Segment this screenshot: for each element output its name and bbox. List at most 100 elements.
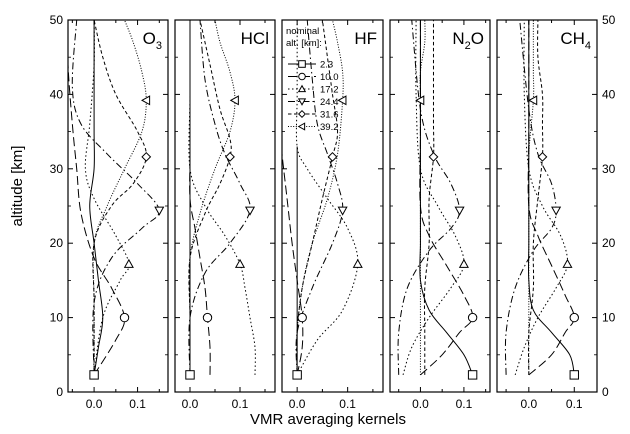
- marker-39.2: [141, 95, 151, 106]
- marker-31.6: [537, 151, 548, 162]
- panel-series: [188, 20, 256, 375]
- series-line-17.2: [514, 20, 569, 376]
- panel-frame: [496, 19, 598, 393]
- y-tick-label-right: 20: [602, 236, 616, 250]
- marker-39.2: [528, 95, 538, 106]
- marker-24.4: [154, 206, 165, 216]
- y-tick-label-left: 10: [50, 311, 64, 325]
- series-line-39.2: [527, 20, 535, 375]
- panel-title-tail: O: [471, 29, 484, 48]
- series-line-10.0: [419, 20, 474, 376]
- series-line-31.6: [188, 20, 232, 375]
- panel-title: HF: [354, 29, 377, 48]
- series-line-2.3: [419, 20, 474, 376]
- legend-marker: [297, 109, 307, 119]
- legend-marker: [297, 84, 307, 93]
- legend-marker: [297, 98, 307, 106]
- x-tick-label: 0.0: [412, 397, 429, 411]
- panel-series: [504, 20, 575, 376]
- marker-31.6: [141, 151, 152, 162]
- y-tick-label-left: 0: [56, 385, 63, 399]
- panel-title-main: O: [143, 29, 156, 48]
- legend-marker: [297, 122, 306, 131]
- series-line-31.6: [527, 20, 544, 375]
- series-line-24.4: [71, 20, 160, 375]
- marker-17.2: [123, 258, 134, 268]
- panel-1: [67, 19, 169, 393]
- panel-title-subscript: 2: [465, 40, 471, 52]
- y-tick-label-left: 40: [50, 87, 64, 101]
- panel-frame: [389, 19, 491, 393]
- marker-39.2: [337, 95, 347, 106]
- marker-10.0: [119, 312, 130, 323]
- x-tick-label: 0.1: [232, 397, 249, 411]
- series-line-10.0: [527, 20, 575, 376]
- marker-31.6: [225, 151, 235, 162]
- panel-title-main: HF: [354, 29, 377, 48]
- marker-31.6: [327, 151, 338, 162]
- legend-label: 10.0: [320, 72, 339, 83]
- y-tick-label-left: 30: [50, 162, 64, 176]
- x-tick-label: 0.0: [289, 397, 306, 411]
- series-line-17.2: [188, 20, 256, 375]
- panel-title: HCl: [241, 29, 269, 48]
- marker-2.3: [467, 370, 478, 380]
- series-line-10.0: [68, 20, 126, 376]
- marker-24.4: [454, 206, 465, 216]
- y-tick-label-right: 0: [602, 385, 609, 399]
- marker-31.6: [428, 151, 439, 162]
- y-tick-label-right: 30: [602, 162, 616, 176]
- panel-2: [174, 19, 276, 393]
- y-tick-label-left: 20: [50, 236, 64, 250]
- legend-label: 39.2: [320, 122, 339, 133]
- y-axis-label: altitude [km]: [9, 146, 26, 227]
- panel-series: [397, 20, 474, 376]
- series-line-24.4: [188, 20, 251, 375]
- marker-2.3: [89, 370, 99, 380]
- marker-24.4: [551, 206, 562, 216]
- panel-title-subscript: 3: [156, 40, 162, 52]
- marker-10.0: [569, 312, 579, 323]
- x-tick-label: 0.0: [520, 397, 537, 411]
- y-tick-label-right: 40: [602, 87, 616, 101]
- series-line-2.3: [89, 20, 104, 375]
- panel-title: CH4: [560, 29, 591, 52]
- series-line-24.4: [397, 20, 461, 375]
- x-tick-label: 0.0: [86, 397, 103, 411]
- series-line-24.4: [504, 20, 557, 375]
- legend-marker: [298, 72, 306, 81]
- marker-39.2: [229, 95, 239, 106]
- panel-4: [389, 19, 491, 393]
- marker-2.3: [569, 370, 579, 380]
- marker-17.2: [352, 258, 363, 268]
- y-tick-label-right: 10: [602, 311, 616, 325]
- y-tick-label-right: 50: [602, 13, 616, 27]
- legend-label: 17.2: [320, 85, 339, 96]
- series-line-39.2: [92, 20, 147, 375]
- marker-17.2: [458, 258, 469, 268]
- series-line-31.6: [423, 20, 435, 375]
- marker-17.2: [234, 258, 246, 268]
- marker-10.0: [297, 312, 307, 323]
- panel-5: [496, 19, 598, 393]
- series-line-10.0: [189, 20, 211, 375]
- x-tick-label: 0.1: [566, 397, 583, 411]
- marker-24.4: [337, 206, 348, 216]
- x-tick-label: 0.1: [129, 397, 146, 411]
- panel-series: [282, 20, 359, 376]
- series-line-10.0: [282, 146, 304, 375]
- legend-title: alt. [km]:: [286, 38, 322, 49]
- panel-title-subscript: 4: [585, 40, 591, 52]
- panel-series: [68, 20, 160, 376]
- panel-title-main: CH: [560, 29, 585, 48]
- series-line-39.2: [419, 20, 426, 375]
- marker-10.0: [202, 312, 213, 323]
- legend-marker: [298, 60, 306, 68]
- legend-label: 31.6: [320, 110, 339, 121]
- legend-title: nominal: [286, 26, 319, 37]
- x-tick-label: 0.0: [182, 397, 199, 411]
- x-tick-label: 0.1: [456, 397, 473, 411]
- marker-24.4: [244, 206, 256, 216]
- x-tick-label: 0.1: [339, 397, 356, 411]
